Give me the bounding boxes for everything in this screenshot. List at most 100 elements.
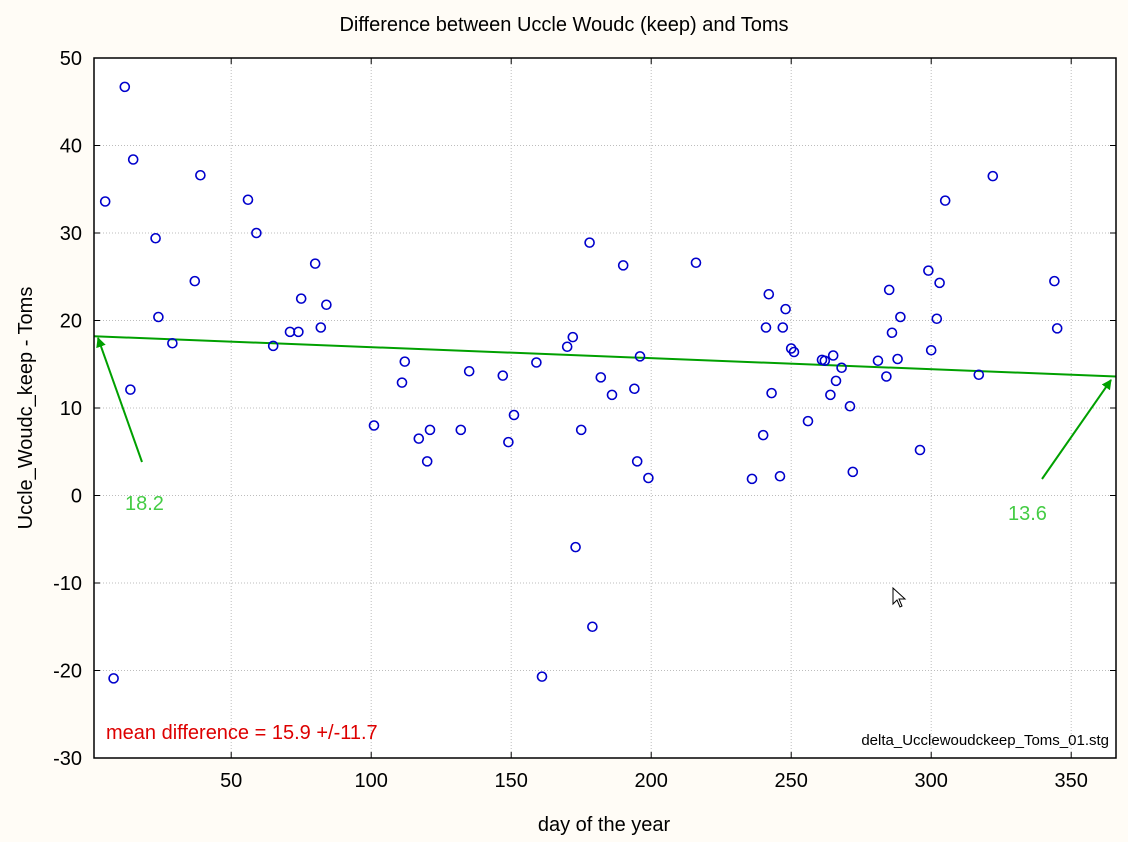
data-point	[575, 424, 587, 436]
x-tick-label: 100	[355, 770, 388, 792]
data-point	[570, 541, 581, 553]
data-point	[827, 350, 839, 361]
data-point	[463, 365, 475, 377]
grid	[94, 58, 1116, 758]
y-tick-label: 20	[60, 311, 82, 333]
mouse-cursor-icon	[892, 586, 907, 608]
data-point	[421, 456, 433, 467]
data-point	[293, 326, 304, 338]
data-point	[189, 275, 201, 287]
data-point	[424, 424, 436, 436]
data-point	[690, 257, 702, 269]
data-point	[195, 169, 206, 181]
chart-title: Difference between Uccle Woudc (keep) an…	[339, 14, 788, 36]
data-point	[973, 369, 985, 381]
data-point	[643, 472, 654, 484]
data-point	[777, 322, 789, 333]
data-point	[125, 384, 136, 395]
y-tick-label: -10	[53, 573, 82, 595]
data-point	[321, 299, 332, 311]
y-tick-label: 30	[60, 223, 82, 245]
x-tick-label: 350	[1055, 770, 1088, 792]
data-point	[508, 409, 520, 421]
data-point	[315, 322, 327, 333]
data-point	[1051, 323, 1063, 334]
trend-line	[93, 335, 1117, 378]
data-point	[396, 377, 408, 388]
data-point	[892, 353, 903, 365]
data-point	[119, 81, 131, 93]
x-tick-label: 200	[635, 770, 668, 792]
data-point	[584, 237, 595, 248]
data-point	[760, 322, 772, 333]
data-point	[939, 195, 951, 206]
data-point	[561, 341, 573, 353]
data-point	[766, 387, 777, 399]
data-point	[844, 400, 856, 412]
data-point	[629, 383, 640, 395]
data-point	[1049, 275, 1060, 287]
y-tick-label: 0	[71, 486, 82, 508]
data-point	[455, 424, 467, 436]
data-point	[825, 389, 836, 401]
data-point	[925, 344, 937, 356]
data-point	[531, 357, 542, 368]
data-point	[923, 265, 934, 276]
y-tick-label: -20	[53, 661, 82, 683]
data-point	[895, 311, 906, 323]
data-point	[399, 356, 411, 367]
data-point	[413, 433, 425, 444]
data-points	[99, 81, 1063, 684]
trend-layer	[93, 335, 1117, 378]
y-tick-label: -30	[53, 748, 82, 770]
axis-ticks	[94, 57, 1116, 759]
y-tick-label: 50	[60, 48, 82, 70]
data-point	[836, 362, 847, 374]
x-tick-label: 50	[220, 770, 242, 792]
right-value-annotation: 13.6	[1008, 503, 1047, 525]
data-point	[881, 371, 892, 382]
data-point	[267, 340, 279, 352]
data-point	[634, 351, 646, 362]
data-point	[295, 293, 307, 304]
x-axis-label: day of the year	[538, 814, 671, 836]
left-arrow	[96, 337, 143, 463]
data-point	[987, 170, 999, 182]
data-point	[774, 470, 786, 482]
data-point	[503, 436, 514, 448]
data-point	[99, 196, 111, 207]
data-point	[153, 311, 164, 323]
data-point	[536, 671, 548, 682]
data-point	[108, 673, 119, 684]
data-point	[595, 372, 607, 383]
data-point	[757, 429, 769, 441]
data-point	[242, 194, 254, 206]
data-point	[251, 227, 262, 239]
data-point	[309, 258, 321, 269]
y-tick-label: 40	[60, 136, 82, 158]
x-tick-label: 300	[915, 770, 948, 792]
data-point	[150, 232, 161, 244]
data-point	[127, 154, 139, 165]
data-point	[587, 621, 598, 633]
data-point	[819, 355, 831, 367]
y-tick-labels: -30 -20 -10 0 10 20 30 40 50	[53, 48, 82, 770]
data-point	[788, 346, 800, 358]
data-point	[497, 370, 509, 381]
x-tick-label: 150	[495, 770, 528, 792]
left-value-annotation: 18.2	[125, 493, 164, 515]
data-point	[746, 473, 758, 485]
data-point	[567, 331, 579, 343]
data-point	[368, 420, 380, 431]
x-tick-labels: 50 100 150 200 250 300 350	[220, 770, 1088, 792]
y-axis-label: Uccle_Woudc_keep - Toms	[15, 287, 37, 530]
data-point	[830, 375, 842, 387]
data-point	[886, 327, 898, 339]
data-point	[617, 260, 629, 271]
y-tick-label: 10	[60, 398, 82, 420]
data-point	[167, 337, 178, 349]
data-point	[606, 389, 618, 401]
data-point	[780, 303, 791, 315]
filename-annotation: delta_Ucclewoudckeep_Toms_01.stg	[861, 732, 1109, 749]
